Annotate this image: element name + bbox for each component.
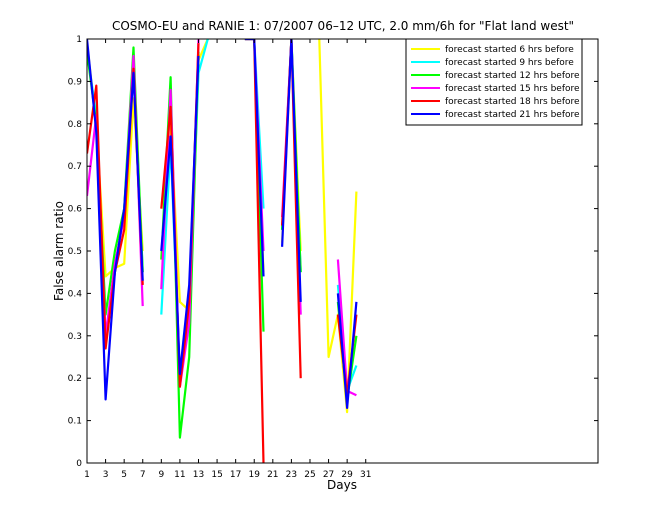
chart-title: COSMO-EU and RANIE 1: 07/2007 06–12 UTC,…	[112, 19, 574, 33]
y-tick-label: 0.4	[68, 289, 83, 299]
legend-box	[405, 38, 583, 126]
y-axis-label: False alarm ratio	[52, 201, 66, 301]
x-tick-label: 15	[211, 470, 222, 480]
series-group	[87, 39, 358, 463]
y-tick-label: 0.6	[68, 205, 83, 215]
x-tick-label: 29	[341, 470, 353, 480]
x-tick-label: 27	[323, 470, 334, 480]
x-tick-label: 17	[230, 470, 241, 480]
x-tick-label: 25	[304, 470, 315, 480]
y-tick-label: 0.9	[68, 77, 83, 87]
x-tick-label: 31	[360, 470, 371, 480]
legend-label-2: forecast started 9 hrs before	[445, 58, 574, 68]
x-tick-label: 23	[286, 470, 297, 480]
x-tick-label: 13	[193, 470, 204, 480]
legend-label-6: forecast started 21 hrs before	[445, 110, 580, 120]
legend-label-1: forecast started 6 hrs before	[445, 45, 574, 55]
x-tick-label: 7	[140, 470, 146, 480]
legend-label-4: forecast started 15 hrs before	[445, 84, 580, 94]
x-tick-label: 5	[121, 470, 127, 480]
legend: forecast started 6 hrs before forecast st…	[405, 38, 583, 126]
legend-label-3: forecast started 12 hrs before	[445, 71, 580, 81]
x-tick-label: 9	[158, 470, 164, 480]
series-line-3	[87, 39, 358, 439]
x-tick-label: 1	[84, 470, 90, 480]
x-tick-label: 3	[103, 470, 109, 480]
x-tick-label: 21	[267, 470, 278, 480]
y-tick-label: 0.2	[68, 374, 82, 384]
series-line-6	[87, 39, 358, 409]
y-tick-label: 0.8	[68, 120, 83, 130]
y-tick-label: 0.1	[68, 417, 82, 427]
y-tick-label: 0.5	[68, 247, 82, 257]
x-tick-label: 11	[174, 470, 185, 480]
y-tick-label: 0.3	[68, 332, 82, 342]
ticks-group: 1 3 5 7 9 11 13 15 17 19 21 23 25 27 29 3100.10.20.30.4…	[68, 35, 598, 480]
x-axis-label: Days	[327, 478, 357, 492]
legend-label-5: forecast started 18 hrs before	[445, 97, 580, 107]
x-tick-label: 19	[249, 470, 261, 480]
y-tick-label: 1	[76, 35, 82, 45]
y-tick-label: 0.7	[68, 162, 82, 172]
y-tick-label: 0	[76, 459, 82, 469]
